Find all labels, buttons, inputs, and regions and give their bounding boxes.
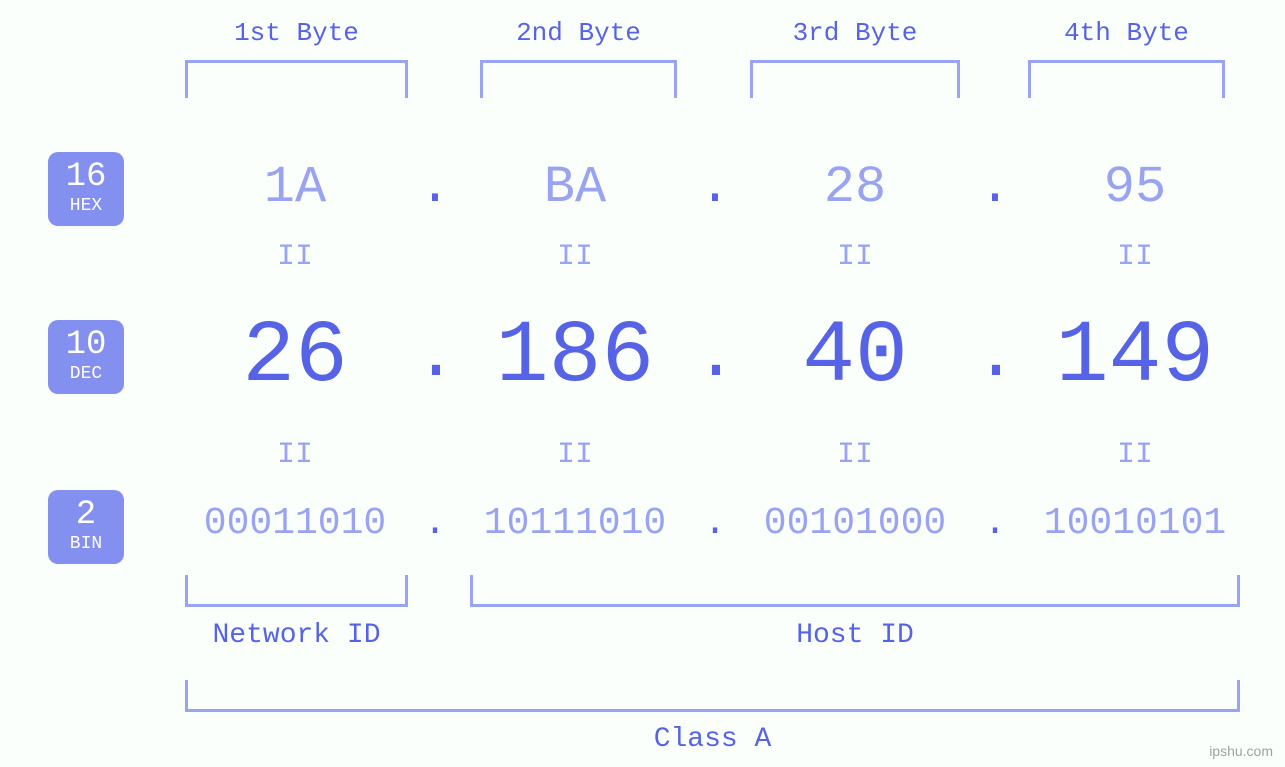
badge-bin-label: BIN [48,534,124,554]
bracket-top-2 [480,60,677,98]
hex-row: 1A . BA . 28 . 95 [175,158,1255,217]
byte-header-1: 1st Byte [185,18,408,48]
dec-dot-3: . [975,318,1015,397]
hex-byte-1: 1A [175,158,415,217]
badge-dec-label: DEC [48,364,124,384]
hex-byte-2: BA [455,158,695,217]
badge-dec-num: 10 [48,328,124,362]
watermark: ipshu.com [1209,743,1273,759]
dec-dot-2: . [695,318,735,397]
byte-header-2: 2nd Byte [480,18,677,48]
hex-dot-3: . [975,158,1015,217]
badge-hex: 16 HEX [48,152,124,226]
label-class: Class A [185,724,1240,755]
dec-byte-2: 186 [455,308,695,407]
dec-byte-3: 40 [735,308,975,407]
byte-header-4: 4th Byte [1028,18,1225,48]
bracket-host [470,575,1240,607]
badge-bin-num: 2 [48,498,124,532]
eq-2-2: II [455,438,695,472]
bin-dot-1: . [415,502,455,545]
bin-byte-3: 00101000 [735,502,975,545]
hex-byte-3: 28 [735,158,975,217]
bin-row: 00011010 . 10111010 . 00101000 . 1001010… [175,502,1255,545]
bin-dot-3: . [975,502,1015,545]
bracket-top-4 [1028,60,1225,98]
eq-1-4: II [1015,240,1255,274]
badge-dec: 10 DEC [48,320,124,394]
dec-row: 26 . 186 . 40 . 149 [175,308,1255,407]
byte-header-3: 3rd Byte [750,18,960,48]
eq-2-3: II [735,438,975,472]
eq-1-1: II [175,240,415,274]
eq-row-1: II II II II [175,240,1255,274]
eq-2-1: II [175,438,415,472]
label-network: Network ID [185,620,408,651]
eq-2-4: II [1015,438,1255,472]
dec-byte-1: 26 [175,308,415,407]
hex-dot-1: . [415,158,455,217]
bin-dot-2: . [695,502,735,545]
bracket-class [185,680,1240,712]
eq-1-2: II [455,240,695,274]
eq-1-3: II [735,240,975,274]
dec-dot-1: . [415,318,455,397]
badge-hex-label: HEX [48,196,124,216]
bin-byte-4: 10010101 [1015,502,1255,545]
bracket-top-3 [750,60,960,98]
hex-dot-2: . [695,158,735,217]
eq-row-2: II II II II [175,438,1255,472]
badge-hex-num: 16 [48,160,124,194]
bracket-top-1 [185,60,408,98]
label-host: Host ID [470,620,1240,651]
hex-byte-4: 95 [1015,158,1255,217]
dec-byte-4: 149 [1015,308,1255,407]
bin-byte-2: 10111010 [455,502,695,545]
badge-bin: 2 BIN [48,490,124,564]
bin-byte-1: 00011010 [175,502,415,545]
bracket-network [185,575,408,607]
